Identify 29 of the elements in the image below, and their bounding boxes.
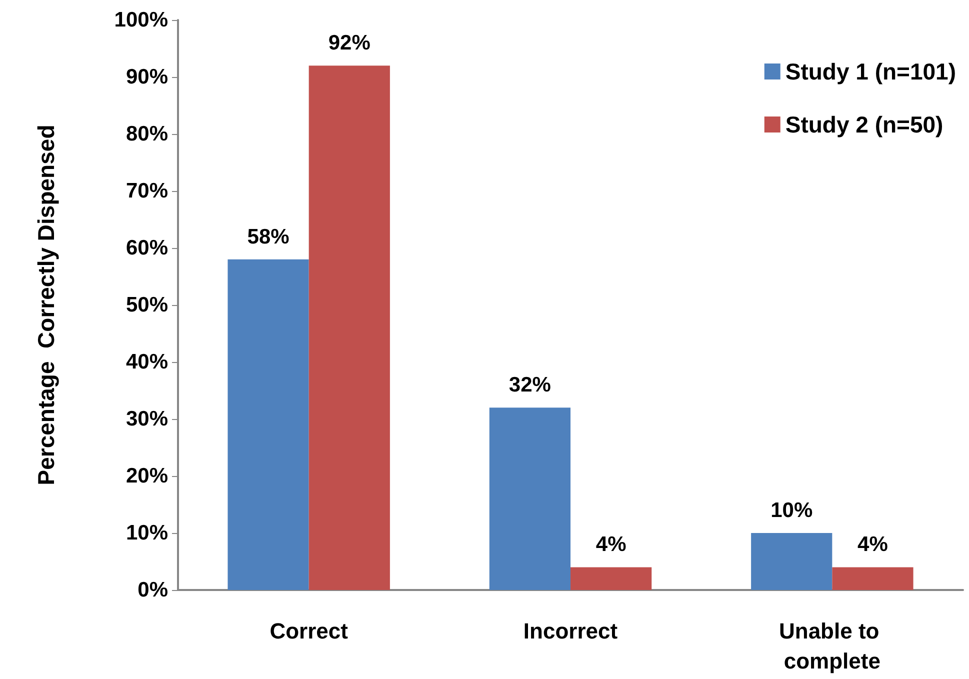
bar (570, 567, 652, 590)
x-tick-label: Unable to complete (778, 618, 886, 674)
y-tick-label: 60% (126, 236, 168, 260)
legend-label: Study 1 (n=101) (785, 58, 956, 84)
x-tick-label: Incorrect (523, 618, 618, 644)
data-label: 32% (508, 374, 552, 397)
y-tick-label: 40% (126, 350, 168, 374)
bar (751, 533, 832, 590)
data-label: 58% (247, 225, 290, 248)
y-tick-label: 90% (126, 66, 168, 88)
y-tick-label: 100% (114, 8, 168, 32)
y-tick-label: 10% (126, 522, 168, 544)
bar (489, 408, 570, 590)
y-axis-title: Percentage Correctly Dispensed (33, 124, 59, 486)
y-tick-label: 80% (126, 122, 168, 146)
data-label: 4% (858, 533, 888, 556)
bar (832, 567, 914, 590)
y-tick-label: 70% (126, 180, 168, 202)
data-label: 10% (770, 499, 813, 522)
x-tick-label: Correct (270, 618, 349, 644)
y-tick-label: 50% (126, 294, 168, 316)
y-tick-label: 30% (126, 408, 168, 430)
y-tick-label: 20% (126, 464, 168, 488)
data-label: 4% (596, 533, 627, 556)
bar (308, 66, 390, 590)
bar (228, 259, 309, 590)
data-label: 92% (328, 32, 371, 55)
y-tick-label: 0% (138, 578, 168, 602)
legend-label: Study 2 (n=50) (785, 112, 944, 138)
